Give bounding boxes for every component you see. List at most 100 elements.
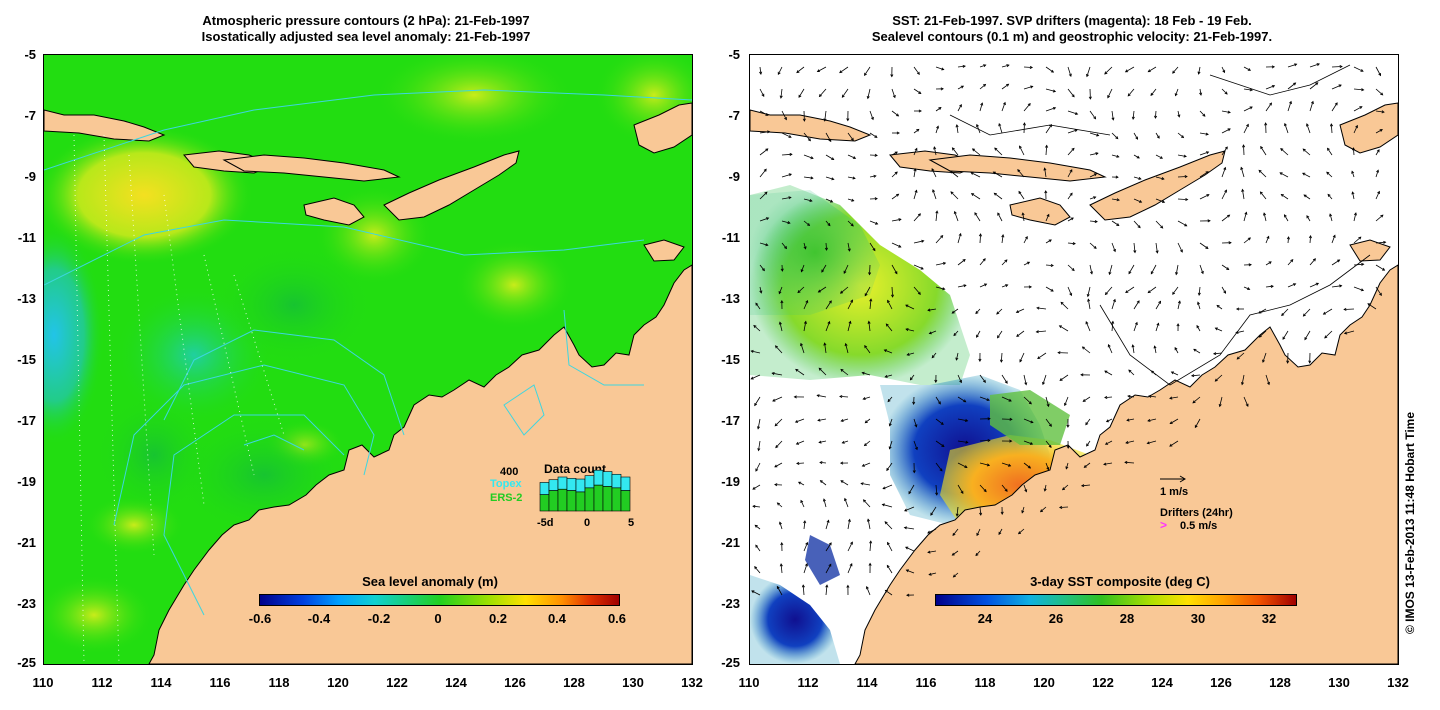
velocity-arrowhead: [1381, 110, 1385, 114]
velocity-arrowhead: [1316, 63, 1320, 67]
velocity-arrowhead: [850, 137, 854, 141]
velocity-arrowhead: [1028, 401, 1032, 405]
velocity-arrowhead: [789, 152, 793, 157]
velocity-arrowhead: [1214, 327, 1218, 331]
velocity-arrowhead: [933, 146, 937, 150]
velocity-arrowhead: [861, 463, 865, 467]
velocity-arrowhead: [796, 70, 800, 74]
right-ytick: -17: [721, 413, 740, 428]
velocity-arrow: [935, 66, 944, 70]
velocity-arrow: [979, 64, 986, 68]
velocity-arrow: [1241, 374, 1245, 385]
left-ytick: -11: [17, 230, 36, 245]
velocity-arrowhead: [1312, 258, 1316, 262]
velocity-arrowhead: [757, 448, 761, 452]
velocity-arrow: [1044, 168, 1047, 178]
ers-count-bar: [566, 490, 577, 512]
right-xtick: 128: [1269, 675, 1291, 690]
velocity-arrowhead: [828, 300, 832, 304]
velocity-arrow: [891, 242, 901, 248]
velocity-arrow: [777, 66, 783, 75]
velocity-arrow: [1089, 242, 1097, 249]
velocity-arrow: [803, 242, 806, 249]
velocity-arrow: [887, 300, 893, 310]
velocity-arrow: [891, 286, 893, 297]
velocity-arrow: [1087, 286, 1091, 297]
velocity-arrowhead: [1008, 463, 1012, 467]
velocity-arrowhead: [850, 299, 853, 303]
velocity-arrow: [1221, 128, 1231, 134]
velocity-arrow: [1287, 82, 1296, 90]
velocity-arrowhead: [1155, 250, 1159, 254]
velocity-arrow: [817, 418, 827, 421]
velocity-arrowhead: [974, 212, 978, 216]
velocity-arrow: [1265, 374, 1270, 385]
velocity-arrow: [825, 198, 833, 203]
topex-count-bar: [548, 479, 559, 491]
velocity-arrow: [869, 299, 872, 310]
velocity-arrowhead: [831, 157, 835, 161]
velocity-arrow: [913, 168, 916, 178]
velocity-arrowhead: [979, 512, 983, 516]
velocity-arrowhead: [1180, 135, 1185, 139]
left-ytick: -19: [17, 474, 36, 489]
velocity-arrow: [1045, 66, 1054, 73]
velocity-arrowhead: [914, 147, 918, 151]
velocity-arrowhead: [1337, 259, 1341, 263]
velocity-arrow: [1128, 369, 1135, 376]
velocity-arrowhead: [896, 131, 900, 135]
velocity-arrowhead: [765, 217, 770, 221]
velocity-arrow: [800, 500, 805, 508]
velocity-arrowhead: [1024, 235, 1028, 240]
right-ytick: -7: [728, 108, 740, 123]
velocity-arrow: [904, 506, 915, 512]
velocity-arrow: [1133, 220, 1141, 228]
velocity-arrowhead: [809, 199, 813, 202]
velocity-arrowhead: [874, 153, 878, 157]
velocity-arrow: [1133, 322, 1138, 332]
velocity-arrowhead: [1024, 489, 1028, 493]
velocity-arrow: [772, 372, 783, 376]
velocity-arrow: [1279, 172, 1289, 178]
velocity-arrow: [759, 110, 769, 116]
velocity-arrow: [1221, 110, 1231, 113]
velocity-arrow: [1263, 213, 1267, 222]
velocity-arrow: [1111, 132, 1119, 139]
velocity-arrow: [1309, 101, 1314, 112]
velocity-arrow: [1219, 396, 1223, 407]
velocity-arrow: [1197, 302, 1201, 310]
velocity-arrowhead: [776, 585, 780, 590]
velocity-arrowhead: [1260, 145, 1264, 150]
velocity-arrowhead: [801, 584, 805, 588]
velocity-arrowhead: [1172, 291, 1176, 295]
drifter-speed-label: 0.5 m/s: [1180, 520, 1217, 532]
velocity-arrow: [869, 110, 874, 120]
velocity-arrow: [1243, 212, 1247, 222]
velocity-arrow: [1375, 88, 1383, 96]
velocity-arrow: [1023, 396, 1032, 405]
sea-level-colorbar: [259, 594, 620, 606]
velocity-arrowhead: [1235, 307, 1240, 311]
velocity-arrowhead: [1093, 196, 1097, 200]
velocity-arrow: [1199, 194, 1210, 200]
velocity-arrowhead: [996, 311, 1000, 315]
velocity-arrow: [976, 124, 981, 134]
velocity-arrow: [1133, 132, 1138, 140]
velocity-arrowhead: [803, 246, 807, 250]
velocity-arrow: [825, 242, 827, 251]
velocity-arrow: [1327, 148, 1333, 156]
velocity-arrowhead: [955, 124, 959, 128]
velocity-arrow: [1240, 167, 1245, 178]
velocity-arrowhead: [868, 562, 872, 566]
velocity-arrow: [863, 499, 871, 508]
velocity-arrowhead: [1111, 320, 1115, 324]
velocity-arrowhead: [895, 113, 900, 117]
velocity-arrowhead: [1199, 92, 1203, 96]
velocity-arrow: [1243, 237, 1251, 244]
right-xtick: 132: [1387, 675, 1409, 690]
velocity-scale-legend: 1 m/s Drifters (24hr) > 0.5 m/s: [1160, 475, 1233, 532]
velocity-arrowhead: [1227, 110, 1231, 114]
velocity-arrowhead: [751, 590, 755, 594]
velocity-arrow: [865, 418, 871, 424]
velocity-arrowhead: [905, 569, 909, 573]
